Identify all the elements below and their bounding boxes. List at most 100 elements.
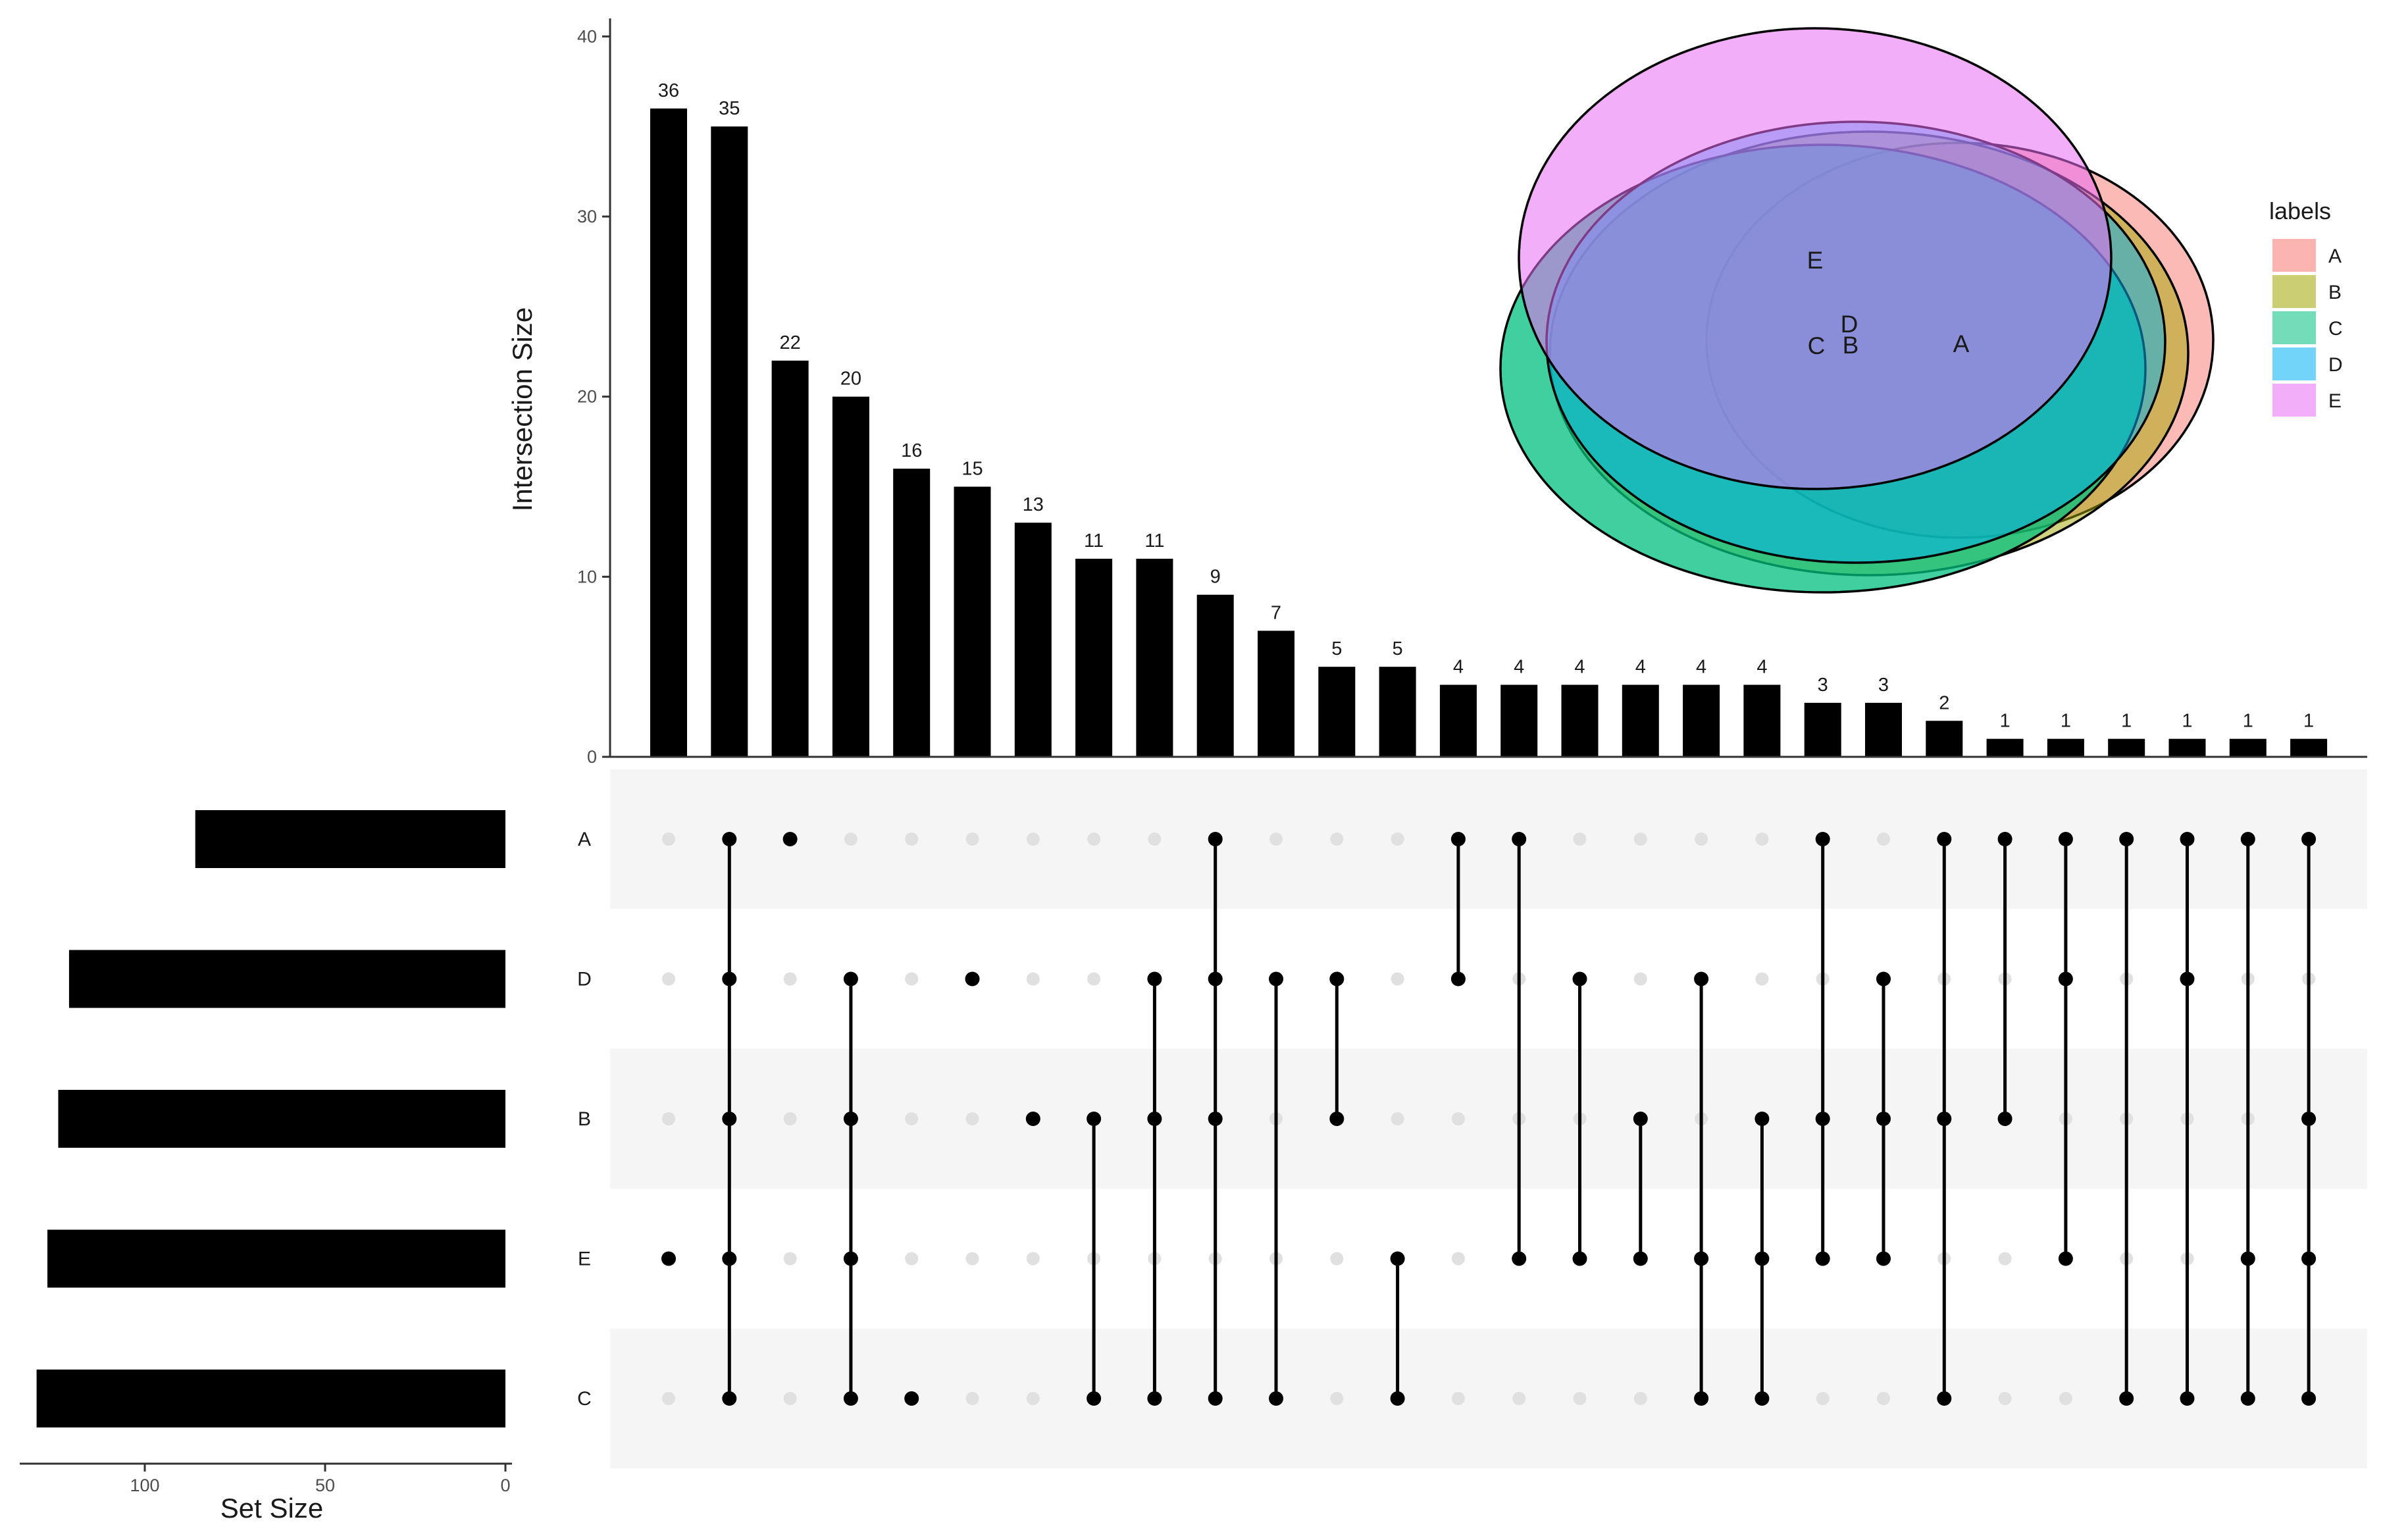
matrix-dot-inactive <box>1026 833 1040 846</box>
matrix-dot-active <box>1269 971 1283 987</box>
matrix-dot-active <box>843 1391 858 1406</box>
y-tick-label: 0 <box>587 747 597 767</box>
set-size-title: Set Size <box>220 1493 323 1524</box>
venn-label-d: D <box>1841 311 1858 338</box>
matrix-dot-active <box>1147 1112 1162 1126</box>
set-size-axis: 100 50 0 <box>130 1464 511 1495</box>
matrix-dot-active <box>1450 832 1466 846</box>
matrix-dot-active <box>1572 1251 1587 1266</box>
bar-value-label: 11 <box>1144 530 1164 552</box>
matrix-dot-inactive <box>1998 1252 2012 1266</box>
matrix-dot-active <box>1147 1391 1162 1406</box>
matrix-dot-inactive <box>1816 1392 1830 1405</box>
bar-value-label: 7 <box>1271 602 1281 623</box>
matrix-dot-active <box>843 971 858 987</box>
matrix-dot-active <box>1329 971 1345 987</box>
bar-value-label: 5 <box>1331 638 1342 659</box>
y-axis-title: Intersection Size <box>507 307 538 512</box>
matrix-dot-active <box>1390 1391 1405 1406</box>
intersection-matrix <box>661 832 2317 1406</box>
matrix-dot-active <box>1755 1391 1770 1406</box>
matrix-dot-inactive <box>662 1392 675 1405</box>
bar-value-label: 16 <box>901 440 922 461</box>
matrix-stripe <box>610 1189 2367 1329</box>
matrix-dot-active <box>2301 1112 2317 1126</box>
intersection-bar <box>1258 630 1294 757</box>
intersection-bar <box>1986 738 2024 757</box>
bar-value-label: 36 <box>658 80 679 101</box>
matrix-dot-active <box>2058 832 2073 846</box>
matrix-dot-inactive <box>662 833 675 846</box>
matrix-dot-active <box>722 1112 737 1126</box>
intersection-bar <box>1804 702 1841 757</box>
matrix-dot-inactive <box>844 833 858 846</box>
matrix-dot-active <box>2058 971 2073 987</box>
set-label: D <box>577 969 592 990</box>
venn-label-b: B <box>1843 332 1859 359</box>
intersection-bar <box>711 126 748 757</box>
y-tick-label: 30 <box>577 207 597 226</box>
matrix-dot-inactive <box>1512 1392 1526 1405</box>
set-size-bar <box>36 1370 506 1427</box>
legend-label: A <box>2328 245 2342 267</box>
matrix-dot-inactive <box>1330 1392 1344 1405</box>
matrix-dot-inactive <box>1087 833 1101 846</box>
bar-value-label: 35 <box>719 98 740 119</box>
matrix-dot-active <box>1208 1112 1223 1126</box>
matrix-dot-active <box>722 832 737 846</box>
matrix-stripe <box>610 909 2367 1049</box>
matrix-dot-inactive <box>1330 833 1344 846</box>
matrix-dot-inactive <box>1755 972 1769 986</box>
venn-label-e: E <box>1807 247 1824 274</box>
matrix-dot-active <box>1512 1251 1527 1266</box>
matrix-dot-active <box>1694 1391 1709 1406</box>
matrix-dot-active <box>722 971 737 987</box>
intersection-bar <box>1379 667 1416 757</box>
venn-ellipse-e <box>1518 27 2113 490</box>
matrix-dot-inactive <box>1755 833 1769 846</box>
set-label: B <box>578 1108 591 1130</box>
matrix-dot-active <box>1937 1112 1952 1126</box>
matrix-dot-active <box>1815 1112 1830 1126</box>
intersection-bar <box>2108 738 2145 757</box>
matrix-dot-active <box>1390 1251 1405 1266</box>
intersection-bar <box>1318 667 1356 757</box>
matrix-dot-active <box>1087 1112 1102 1126</box>
bar-value-label: 3 <box>1818 675 1828 696</box>
matrix-dot-inactive <box>1633 833 1647 846</box>
set-size-bar <box>47 1229 506 1288</box>
matrix-dot-active <box>1450 971 1466 987</box>
matrix-dot-inactive <box>1391 833 1404 846</box>
matrix-dot-active <box>2180 971 2195 987</box>
intersection-bar <box>1622 684 1659 757</box>
matrix-dot-inactive <box>1573 1392 1587 1405</box>
bar-value-label: 4 <box>1635 657 1646 678</box>
matrix-dot-active <box>843 1251 858 1266</box>
matrix-dot-active <box>1876 971 1891 987</box>
set-label: A <box>578 829 591 850</box>
matrix-stripe <box>610 1328 2367 1469</box>
matrix-dot-active <box>1937 1391 1952 1406</box>
intersection-bar <box>1683 684 1720 757</box>
bar-value-label: 4 <box>1756 657 1767 678</box>
matrix-dot-inactive <box>1026 1392 1040 1405</box>
intersection-bar <box>893 469 931 757</box>
legend-label: C <box>2328 318 2343 340</box>
matrix-dot-active <box>2301 832 2317 846</box>
venn-label-a: A <box>1953 330 1970 357</box>
set-size-tick-label: 0 <box>500 1476 510 1495</box>
matrix-stripe <box>610 769 2367 910</box>
intersection-bar <box>1196 594 1234 757</box>
intersection-bar <box>2168 738 2206 757</box>
matrix-dot-active <box>1269 1391 1283 1406</box>
matrix-dot-active <box>2119 832 2134 846</box>
matrix-dot-active <box>782 832 798 846</box>
set-size-bars <box>36 810 506 1427</box>
legend-swatch <box>2271 238 2317 273</box>
matrix-dot-inactive <box>662 972 675 986</box>
set-size-bar <box>58 1090 506 1148</box>
matrix-dot-active <box>1512 832 1527 846</box>
matrix-dot-inactive <box>1998 1392 2012 1405</box>
